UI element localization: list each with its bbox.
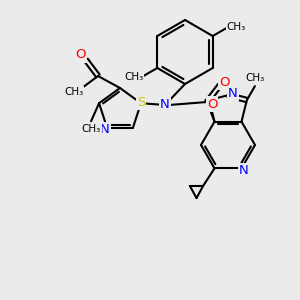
Text: CH₃: CH₃: [64, 87, 84, 97]
Text: N: N: [228, 87, 238, 100]
Text: N: N: [160, 98, 170, 112]
Text: CH₃: CH₃: [82, 124, 101, 134]
Text: N: N: [100, 123, 110, 136]
Text: O: O: [219, 76, 229, 88]
Text: CH₃: CH₃: [245, 73, 265, 83]
Text: O: O: [76, 49, 86, 62]
Text: O: O: [207, 98, 217, 110]
Text: N: N: [238, 164, 248, 177]
Text: S: S: [137, 96, 145, 109]
Text: CH₃: CH₃: [124, 72, 143, 82]
Text: CH₃: CH₃: [227, 22, 246, 32]
